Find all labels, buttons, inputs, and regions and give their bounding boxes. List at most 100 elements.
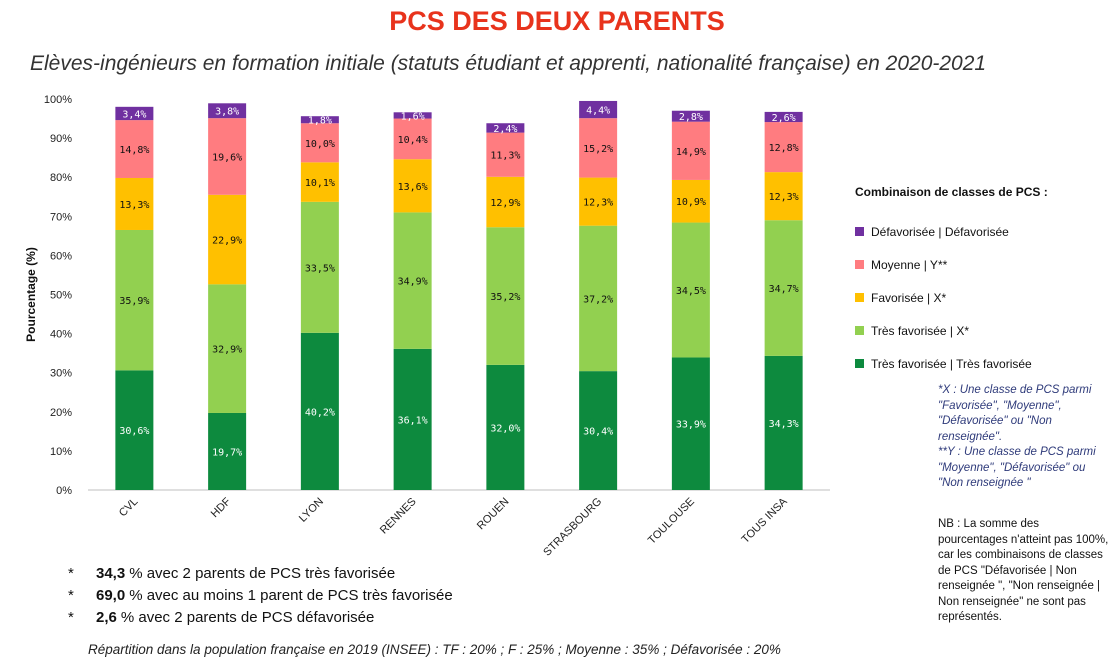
bar-segment <box>393 348 432 490</box>
data-label: 13,3% <box>119 200 149 211</box>
bar-segment <box>115 177 154 230</box>
bar-segment <box>579 225 618 372</box>
data-label: 1,6% <box>401 111 425 122</box>
data-label: 4,4% <box>586 106 610 117</box>
x-tick-label: TOULOUSE <box>646 496 697 547</box>
data-label: 34,9% <box>398 277 428 288</box>
data-label: 34,5% <box>676 286 706 297</box>
legend-swatch <box>855 326 864 335</box>
bar-segment <box>671 179 710 223</box>
data-label: 32,9% <box>212 345 242 356</box>
bar-segment <box>393 159 432 213</box>
bar-segment <box>300 123 339 163</box>
stat-line: * 2,6 % avec 2 parents de PCS défavorisé… <box>68 609 453 631</box>
data-label: 11,3% <box>490 151 520 162</box>
data-label: 36,1% <box>398 415 428 426</box>
data-label: 30,4% <box>583 427 613 438</box>
data-label: 32,0% <box>490 423 520 434</box>
data-label: 15,2% <box>583 144 613 155</box>
page-title: PCS DES DEUX PARENTS <box>389 6 725 36</box>
legend-label: Très favorisée | Très favorisée <box>871 356 1032 371</box>
data-label: 19,6% <box>212 152 242 163</box>
page-subtitle: Elèves-ingénieurs en formation initiale … <box>30 52 987 75</box>
data-label: 22,9% <box>212 236 242 247</box>
data-label: 14,8% <box>119 145 149 156</box>
y-tick-label: 100% <box>44 94 72 106</box>
legend-item: Défavorisée | Défavorisée <box>855 215 1048 248</box>
chart-legend: Combinaison de classes de PCS : Défavori… <box>855 185 1048 380</box>
data-label: 12,3% <box>769 192 799 203</box>
data-label: 2,6% <box>772 113 796 124</box>
data-label: 12,3% <box>583 198 613 209</box>
legend-swatch <box>855 227 864 236</box>
bar-segment <box>486 132 525 177</box>
bar-segment <box>486 364 525 490</box>
y-tick-label: 20% <box>50 407 72 419</box>
data-label: 19,7% <box>212 447 242 458</box>
legend-item: Très favorisée | Très favorisée <box>855 347 1048 380</box>
x-note: *X : Une classe de PCS parmi "Favorisée"… <box>938 384 1092 443</box>
stat-bullet: * <box>68 565 74 582</box>
data-label: 40,2% <box>305 407 335 418</box>
data-label: 1,8% <box>308 116 332 127</box>
data-label: 10,0% <box>305 139 335 150</box>
data-label: 14,9% <box>676 147 706 158</box>
data-label: 10,9% <box>676 197 706 208</box>
summary-stats: * 34,3 % avec 2 parents de PCS très favo… <box>68 565 453 631</box>
bar-segment <box>764 220 803 356</box>
legend-item: Très favorisée | X* <box>855 314 1048 347</box>
y-tick-label: 90% <box>50 133 72 145</box>
legend-title: Combinaison de classes de PCS : <box>855 185 1048 199</box>
bar-segment <box>579 118 618 178</box>
bar-segment <box>300 332 339 490</box>
bar-segment <box>579 100 618 119</box>
nb-note: NB : La somme des pourcentages n'atteint… <box>938 518 1109 623</box>
legend-swatch <box>855 260 864 269</box>
bar-segment <box>393 112 432 119</box>
y-tick-label: 10% <box>50 446 72 458</box>
stat-bullet: * <box>68 609 74 626</box>
bar-segment <box>671 121 710 180</box>
y-tick-label: 40% <box>50 329 72 341</box>
stat-value: 69,0 <box>96 587 126 604</box>
data-label: 33,9% <box>676 420 706 431</box>
data-label: 35,9% <box>119 296 149 307</box>
population-footnote: Répartition dans la population française… <box>88 642 781 657</box>
definition-notes: *X : Une classe de PCS parmi "Favorisée"… <box>938 383 1108 492</box>
bar-segment <box>764 172 803 221</box>
stat-bullet: * <box>68 587 74 604</box>
stat-value: 34,3 <box>96 565 126 582</box>
data-label: 10,4% <box>398 135 428 146</box>
bar-segment <box>393 212 432 349</box>
bar-segment <box>579 371 618 490</box>
data-label: 3,4% <box>122 109 146 120</box>
bar-segment <box>208 194 247 285</box>
bar-segment <box>764 355 803 490</box>
legend-label: Favorisée | X* <box>871 290 947 305</box>
x-tick-label: ROUEN <box>475 496 512 533</box>
data-label: 37,2% <box>583 294 613 305</box>
data-label: 12,8% <box>769 143 799 154</box>
bar-segment <box>764 111 803 123</box>
legend-swatch <box>855 359 864 368</box>
bar-segment <box>115 370 154 490</box>
data-label: 13,6% <box>398 182 428 193</box>
data-label: 34,3% <box>769 419 799 430</box>
data-label: 30,6% <box>119 426 149 437</box>
legend-label: Défavorisée | Défavorisée <box>871 224 1009 239</box>
y-tick-label: 30% <box>50 368 72 380</box>
bar-segment <box>115 106 154 121</box>
y-axis-title: Pourcentage (%) <box>24 247 38 342</box>
stat-text: % avec 2 parents de PCS très favorisée <box>129 565 396 582</box>
y-tick-label: 50% <box>50 290 72 302</box>
bar-segment <box>671 110 710 122</box>
y-tick-label: 80% <box>50 172 72 184</box>
x-tick-label: RENNES <box>378 496 419 537</box>
data-label: 2,4% <box>493 124 517 135</box>
y-tick-label: 0% <box>56 485 72 497</box>
bar-segment <box>208 118 247 195</box>
bar-segment <box>115 120 154 178</box>
stat-text: % avec au moins 1 parent de PCS très fav… <box>129 587 453 604</box>
stat-line: * 69,0 % avec au moins 1 parent de PCS t… <box>68 587 453 609</box>
